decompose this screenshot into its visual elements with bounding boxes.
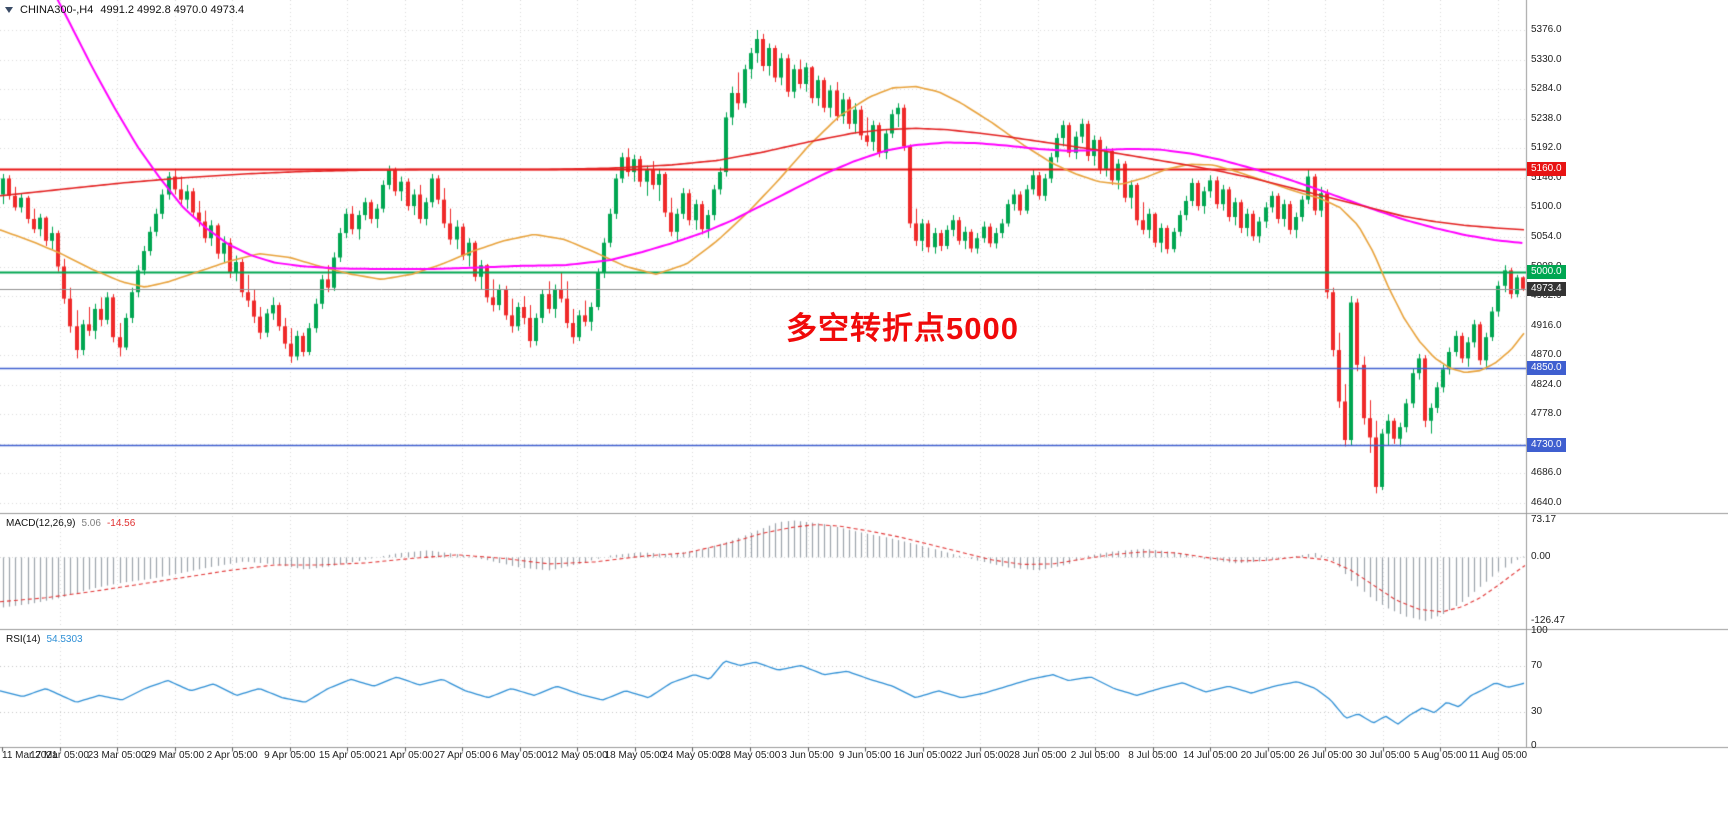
time-axis-label: 17 Mar 05:00: [30, 750, 89, 761]
rsi-indicator-label: RSI(14) 54.5303: [6, 634, 83, 645]
time-axis-label: 24 May 05:00: [662, 750, 723, 761]
time-axis-label: 20 Jul 05:00: [1240, 750, 1296, 761]
chart-title-bar: CHINA300-,H4 4991.2 4992.8 4970.0 4973.4: [5, 4, 244, 16]
macd-axis-label: 0.00: [1531, 551, 1551, 563]
time-axis-label: 6 May 05:00: [492, 750, 548, 761]
time-axis-label: 2 Apr 05:00: [206, 750, 258, 761]
time-axis-label: 30 Jul 05:00: [1355, 750, 1411, 761]
rsi-axis-label: 70: [1531, 659, 1543, 671]
time-axis-label: 16 Jun 05:00: [893, 750, 952, 761]
price-axis-label: 4824.0: [1531, 378, 1562, 390]
price-axis-label: 4870.0: [1531, 349, 1562, 361]
time-axis-label: 28 May 05:00: [719, 750, 781, 761]
macd-name: MACD(12,26,9): [6, 518, 76, 529]
rsi-axis-label: 0: [1531, 740, 1537, 751]
chart-symbol-icon: [5, 7, 13, 13]
price-level-badge[interactable]: 5160.0: [1527, 161, 1566, 176]
time-axis-label: 12 May 05:00: [547, 750, 608, 761]
price-axis-label: 4686.0: [1531, 467, 1562, 479]
price-level-badge[interactable]: 4730.0: [1527, 438, 1566, 453]
time-axis-label: 8 Jul 05:00: [1128, 750, 1178, 761]
price-axis-label: 4916.0: [1531, 319, 1562, 331]
time-axis-label: 22 Jun 05:00: [951, 750, 1010, 761]
time-axis-label: 11 Mar 2021: [2, 750, 58, 761]
macd-main-value: 5.06: [81, 518, 101, 529]
time-axis-label: 26 Jul 05:00: [1298, 750, 1353, 761]
time-axis-label: 11 Aug 05:00: [1468, 750, 1528, 761]
chart-annotation-text: 多空转折点5000: [786, 311, 1019, 346]
price-level-badge[interactable]: 4850.0: [1527, 361, 1566, 376]
price-axis-label: 4640.0: [1531, 497, 1562, 508]
rsi-value: 54.5303: [46, 634, 83, 645]
price-axis-label: 5330.0: [1531, 53, 1562, 65]
price-axis-label: 5054.0: [1531, 230, 1562, 242]
time-axis-label: 2 Jul 05:00: [1070, 750, 1120, 761]
macd-indicator-label: MACD(12,26,9) 5.06 -14.56: [6, 518, 135, 529]
time-axis-label: 27 Apr 05:00: [433, 750, 491, 761]
price-axis-label: 5284.0: [1531, 83, 1562, 95]
time-axis-label: 5 Aug 05:00: [1413, 750, 1468, 761]
rsi-axis-label: 100: [1531, 625, 1548, 636]
rsi-name: RSI(14): [6, 634, 41, 645]
time-axis-label: 9 Jun 05:00: [838, 750, 892, 761]
price-level-badge[interactable]: 5000.0: [1527, 264, 1566, 279]
time-axis-label: 9 Apr 05:00: [264, 750, 316, 761]
time-axis-label: 3 Jun 05:00: [781, 750, 834, 761]
time-axis-label: 14 Jul 05:00: [1183, 750, 1238, 761]
macd-signal-value: -14.56: [106, 518, 136, 529]
price-axis-label: 5192.0: [1531, 142, 1562, 154]
time-axis-label: 21 Apr 05:00: [376, 750, 434, 761]
current-price-badge[interactable]: 4973.4: [1527, 281, 1566, 296]
price-axis-label: 5100.0: [1531, 201, 1562, 213]
time-axis-label: 23 Mar 05:00: [87, 750, 147, 761]
price-axis-label: 4778.0: [1531, 408, 1562, 420]
rsi-axis-label: 30: [1531, 705, 1543, 717]
macd-axis-label: -126.47: [1531, 615, 1565, 627]
time-axis-label: 28 Jun 05:00: [1008, 750, 1067, 761]
chart-ohlc-values: 4991.2 4992.8 4970.0 4973.4: [100, 4, 245, 16]
time-axis-label: 29 Mar 05:00: [145, 750, 205, 761]
price-axis-label: 5146.0: [1531, 171, 1562, 183]
price-axis-label: 5238.0: [1531, 112, 1562, 124]
price-axis-label: 5376.0: [1531, 24, 1562, 35]
time-axis-label: 18 May 05:00: [604, 750, 666, 761]
time-axis-label: 15 Apr 05:00: [318, 750, 376, 761]
chart-symbol-period: CHINA300-,H4: [20, 4, 94, 16]
macd-axis-label: 73.17: [1531, 514, 1557, 526]
